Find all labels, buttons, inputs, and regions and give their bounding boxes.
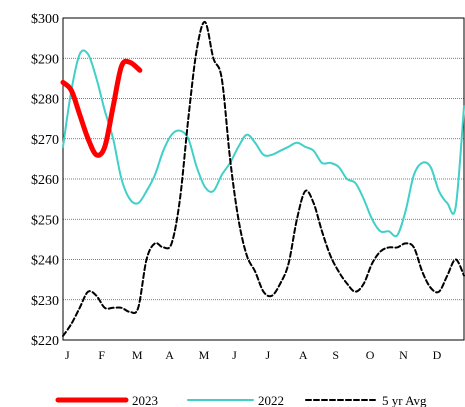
x-tick-label: J [232, 348, 237, 362]
series-lines [60, 21, 465, 337]
x-tick-label: S [332, 348, 339, 362]
legend-label: 5 yr Avg [382, 393, 427, 407]
y-tick-label: $250 [31, 213, 59, 228]
series-line-5-yr-avg [62, 21, 465, 337]
y-tick-label: $300 [31, 12, 59, 27]
x-tick-label: A [299, 348, 308, 362]
y-tick-label: $240 [31, 254, 59, 269]
y-tick-label: $270 [31, 133, 59, 148]
x-tick-label: M [132, 348, 143, 362]
x-tick-label: M [199, 348, 210, 362]
legend-label: 2023 [132, 393, 158, 407]
y-tick-label: $280 [31, 93, 59, 108]
legend-label: 2022 [258, 393, 284, 407]
x-tick-label: N [399, 348, 408, 362]
y-tick-label: $260 [31, 173, 59, 188]
x-tick-label: A [165, 348, 174, 362]
y-tick-label: $220 [31, 334, 59, 349]
x-tick-label: J [266, 348, 271, 362]
x-tick-label: D [433, 348, 442, 362]
x-tick-label: F [98, 348, 105, 362]
series-line-2023 [60, 58, 143, 158]
y-tick-label: $230 [31, 294, 59, 309]
series-line-2022 [62, 49, 465, 238]
x-tick-label: O [366, 348, 375, 362]
legend: 2023 2022 5 yr Avg [55, 393, 427, 407]
plot-area-frame [62, 17, 465, 341]
grid-lines [63, 57, 464, 301]
x-tick-label: J [65, 348, 70, 362]
y-axis-tick-labels: $220 $230 $240 $250 $260 $270 $280 $290 $300 [31, 12, 59, 349]
y-tick-label: $290 [31, 52, 59, 67]
